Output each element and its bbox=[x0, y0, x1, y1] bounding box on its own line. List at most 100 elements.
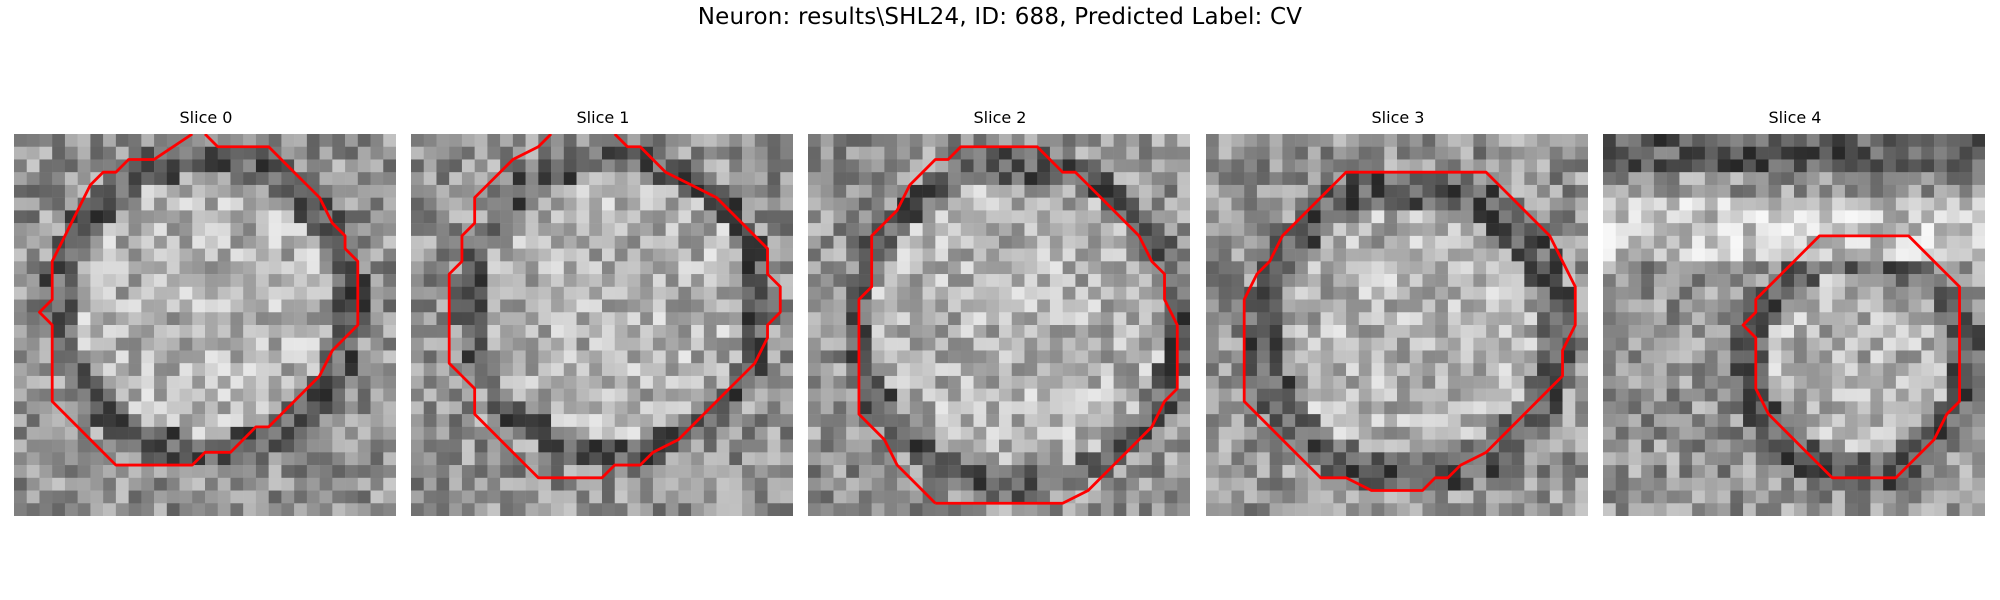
image-pixel bbox=[1164, 401, 1178, 415]
image-pixel bbox=[922, 299, 936, 313]
image-pixel bbox=[780, 401, 793, 415]
image-pixel bbox=[754, 159, 768, 173]
image-pixel bbox=[935, 503, 949, 516]
image-pixel bbox=[871, 350, 885, 364]
image-pixel bbox=[922, 477, 936, 491]
cell-contour bbox=[857, 145, 1179, 505]
image-pixel bbox=[1806, 223, 1820, 237]
image-pixel bbox=[1908, 401, 1922, 415]
image-pixel bbox=[281, 172, 295, 186]
image-pixel bbox=[884, 325, 898, 338]
image-pixel bbox=[179, 439, 193, 453]
image-pixel bbox=[1832, 325, 1846, 338]
image-pixel bbox=[1666, 465, 1680, 479]
image-pixel bbox=[1717, 261, 1731, 275]
image-pixel bbox=[1151, 299, 1165, 313]
image-pixel bbox=[1857, 223, 1871, 237]
image-pixel bbox=[576, 350, 590, 364]
image-pixel bbox=[1049, 235, 1063, 249]
image-pixel bbox=[487, 134, 501, 147]
image-pixel bbox=[26, 490, 40, 504]
image-pixel bbox=[1100, 388, 1114, 402]
image-pixel bbox=[1295, 286, 1309, 300]
image-pixel bbox=[884, 414, 898, 428]
image-pixel bbox=[999, 312, 1012, 326]
image-pixel bbox=[217, 325, 231, 338]
image-pixel bbox=[780, 375, 793, 389]
image-pixel bbox=[243, 184, 257, 198]
image-pixel bbox=[820, 274, 834, 288]
image-pixel bbox=[935, 235, 949, 249]
image-pixel bbox=[1870, 477, 1884, 491]
image-pixel bbox=[141, 401, 155, 415]
image-pixel bbox=[1397, 235, 1410, 249]
image-pixel bbox=[1959, 274, 1973, 288]
image-pixel bbox=[1244, 248, 1258, 262]
image-pixel bbox=[551, 210, 565, 224]
image-pixel bbox=[1435, 363, 1449, 377]
image-pixel bbox=[1384, 363, 1398, 377]
image-pixel bbox=[1743, 299, 1757, 313]
image-pixel bbox=[1320, 452, 1334, 466]
image-pixel bbox=[1704, 159, 1718, 173]
image-pixel bbox=[1333, 235, 1347, 249]
image-pixel bbox=[538, 286, 552, 300]
image-pixel bbox=[1768, 146, 1782, 160]
image-pixel bbox=[627, 312, 641, 326]
image-pixel bbox=[1908, 439, 1922, 453]
image-pixel bbox=[602, 248, 615, 262]
image-pixel bbox=[1397, 299, 1410, 313]
image-pixel bbox=[255, 172, 269, 186]
image-pixel bbox=[640, 350, 654, 364]
image-pixel bbox=[1832, 184, 1846, 198]
image-pixel bbox=[1218, 325, 1232, 338]
image-pixel bbox=[411, 363, 424, 377]
image-pixel bbox=[90, 363, 104, 377]
image-pixel bbox=[1346, 235, 1360, 249]
image-pixel bbox=[370, 325, 384, 338]
image-pixel bbox=[1269, 388, 1283, 402]
image-pixel bbox=[602, 312, 615, 326]
image-pixel bbox=[833, 337, 847, 351]
image-pixel bbox=[808, 350, 821, 364]
image-pixel bbox=[1653, 223, 1667, 237]
image-pixel bbox=[986, 210, 1000, 224]
image-pixel bbox=[922, 312, 936, 326]
image-pixel bbox=[255, 477, 269, 491]
image-pixel bbox=[115, 172, 129, 186]
image-pixel bbox=[973, 210, 987, 224]
image-pixel bbox=[716, 312, 730, 326]
image-pixel bbox=[948, 388, 962, 402]
image-pixel bbox=[500, 274, 514, 288]
image-pixel bbox=[14, 439, 27, 453]
image-pixel bbox=[128, 439, 142, 453]
image-pixel bbox=[383, 350, 396, 364]
image-pixel bbox=[884, 235, 898, 249]
image-pixel bbox=[1346, 452, 1360, 466]
image-pixel bbox=[1666, 477, 1680, 491]
image-pixel bbox=[1524, 477, 1538, 491]
image-pixel bbox=[614, 325, 628, 338]
image-pixel bbox=[525, 299, 539, 313]
image-pixel bbox=[1384, 375, 1398, 389]
image-pixel bbox=[436, 248, 450, 262]
image-pixel bbox=[1653, 261, 1667, 275]
image-pixel bbox=[52, 274, 66, 288]
image-pixel bbox=[678, 363, 692, 377]
image-pixel bbox=[1346, 286, 1360, 300]
image-pixel bbox=[563, 363, 577, 377]
image-pixel bbox=[1934, 490, 1948, 504]
image-pixel bbox=[1206, 363, 1219, 377]
image-pixel bbox=[833, 401, 847, 415]
image-pixel bbox=[1615, 414, 1629, 428]
image-pixel bbox=[192, 235, 206, 249]
image-pixel bbox=[1218, 503, 1232, 516]
image-pixel bbox=[1282, 172, 1296, 186]
image-pixel bbox=[691, 477, 705, 491]
image-pixel bbox=[833, 490, 847, 504]
image-pixel bbox=[1088, 299, 1102, 313]
image-pixel bbox=[294, 465, 308, 479]
image-pixel bbox=[1511, 223, 1525, 237]
image-pixel bbox=[1218, 477, 1232, 491]
image-pixel bbox=[576, 248, 590, 262]
